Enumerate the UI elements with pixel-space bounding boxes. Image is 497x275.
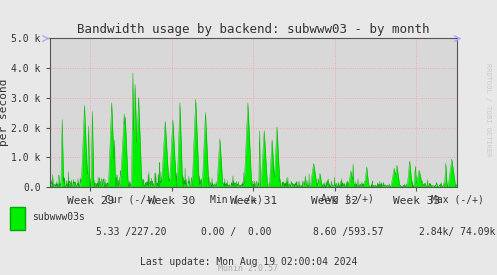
Text: Cur (-/+): Cur (-/+) bbox=[105, 194, 158, 204]
Text: Max (-/+): Max (-/+) bbox=[431, 194, 484, 204]
Text: Min (-/+): Min (-/+) bbox=[210, 194, 262, 204]
Text: 8.60 /593.57: 8.60 /593.57 bbox=[313, 227, 383, 237]
Text: Avg (-/+): Avg (-/+) bbox=[322, 194, 374, 204]
Text: 5.33 /227.20: 5.33 /227.20 bbox=[96, 227, 167, 237]
Text: Munin 2.0.57: Munin 2.0.57 bbox=[219, 264, 278, 273]
Bar bbox=[10, 207, 25, 230]
Y-axis label: per second: per second bbox=[0, 79, 8, 147]
Text: 0.00 /  0.00: 0.00 / 0.00 bbox=[201, 227, 271, 237]
Text: subwww03s: subwww03s bbox=[32, 212, 85, 222]
Title: Bandwidth usage by backend: subwww03 - by month: Bandwidth usage by backend: subwww03 - b… bbox=[77, 23, 430, 36]
Text: 2.84k/ 74.09k: 2.84k/ 74.09k bbox=[419, 227, 496, 237]
Text: RRDTOOL / TOBI OETIKER: RRDTOOL / TOBI OETIKER bbox=[485, 63, 491, 157]
Text: Last update: Mon Aug 19 02:00:04 2024: Last update: Mon Aug 19 02:00:04 2024 bbox=[140, 257, 357, 267]
